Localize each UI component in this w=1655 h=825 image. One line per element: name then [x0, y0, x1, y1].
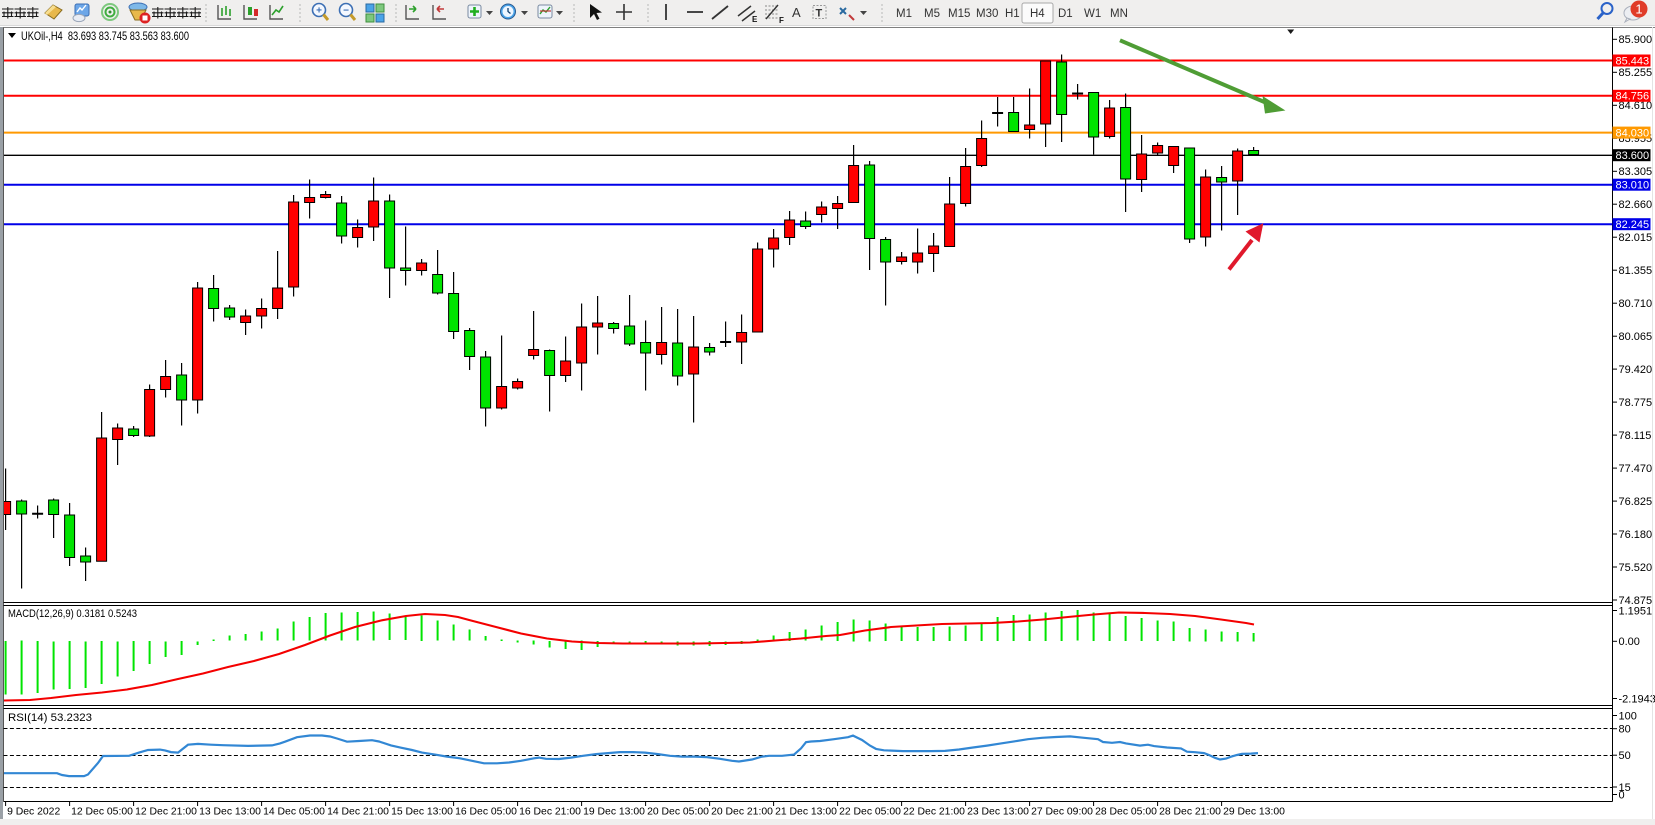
svg-text:MN: MN — [1110, 8, 1128, 20]
svg-text:-2.1943: -2.1943 — [1619, 693, 1655, 705]
svg-text:−: − — [343, 6, 349, 17]
svg-text:74.875: 74.875 — [1619, 595, 1653, 607]
svg-text:20 Dec 05:00: 20 Dec 05:00 — [647, 807, 709, 818]
svg-text:M30: M30 — [976, 8, 998, 20]
svg-text:15: 15 — [1619, 782, 1631, 794]
svg-text:50: 50 — [1619, 750, 1631, 762]
svg-text:14 Dec 05:00: 14 Dec 05:00 — [263, 807, 325, 818]
svg-text:H4: H4 — [1030, 8, 1045, 20]
svg-text:84.756: 84.756 — [1616, 91, 1650, 103]
svg-text:MACD(12,26,9) 0.3181 0.5243: MACD(12,26,9) 0.3181 0.5243 — [8, 608, 137, 620]
svg-text:84.610: 84.610 — [1619, 100, 1653, 112]
svg-text:80.065: 80.065 — [1619, 331, 1653, 343]
svg-text:1: 1 — [1635, 2, 1642, 17]
svg-text:83.010: 83.010 — [1616, 180, 1650, 192]
svg-text:UKOil-,H4 83.693 83.745 83.56: UKOil-,H4 83.693 83.745 83.563 83.600 — [21, 29, 189, 43]
svg-text:W1: W1 — [1084, 8, 1101, 20]
svg-text:27 Dec 09:00: 27 Dec 09:00 — [1031, 807, 1093, 818]
svg-text:0.00: 0.00 — [1619, 636, 1640, 648]
svg-text:T: T — [816, 8, 823, 20]
svg-text:85.900: 85.900 — [1619, 34, 1653, 46]
svg-text:16 Dec 05:00: 16 Dec 05:00 — [455, 807, 517, 818]
svg-text:14 Dec 21:00: 14 Dec 21:00 — [327, 807, 389, 818]
svg-text:29 Dec 13:00: 29 Dec 13:00 — [1223, 807, 1285, 818]
svg-text:H1: H1 — [1005, 8, 1020, 20]
svg-text:0: 0 — [1619, 789, 1625, 801]
svg-text:80: 80 — [1619, 724, 1631, 736]
svg-text:84.030: 84.030 — [1616, 127, 1650, 139]
svg-text:78.115: 78.115 — [1619, 430, 1652, 442]
svg-text:77.470: 77.470 — [1619, 463, 1653, 475]
svg-text:RSI(14) 53.2323: RSI(14) 53.2323 — [8, 712, 92, 724]
svg-text:23 Dec 13:00: 23 Dec 13:00 — [967, 807, 1029, 818]
svg-text:76.180: 76.180 — [1619, 529, 1653, 541]
svg-text:15 Dec 13:00: 15 Dec 13:00 — [391, 807, 453, 818]
svg-text:85.443: 85.443 — [1616, 55, 1650, 67]
svg-text:82.245: 82.245 — [1616, 219, 1650, 231]
svg-text:F: F — [779, 16, 784, 25]
svg-text:16 Dec 21:00: 16 Dec 21:00 — [519, 807, 581, 818]
svg-text:12 Dec 05:00: 12 Dec 05:00 — [71, 807, 133, 818]
svg-text:82.660: 82.660 — [1619, 199, 1653, 211]
svg-text:21 Dec 13:00: 21 Dec 13:00 — [775, 807, 837, 818]
svg-text:83.305: 83.305 — [1619, 166, 1653, 178]
svg-text:83.600: 83.600 — [1616, 150, 1650, 162]
svg-text:20 Dec 21:00: 20 Dec 21:00 — [711, 807, 773, 818]
svg-text:79.420: 79.420 — [1619, 364, 1653, 376]
svg-text:9 Dec 2022: 9 Dec 2022 — [7, 807, 60, 818]
svg-text:82.015: 82.015 — [1619, 232, 1653, 244]
svg-text:78.775: 78.775 — [1619, 397, 1653, 409]
svg-text:D1: D1 — [1058, 8, 1073, 20]
svg-text:13 Dec 13:00: 13 Dec 13:00 — [199, 807, 261, 818]
svg-text:A: A — [792, 5, 801, 20]
svg-text:85.255: 85.255 — [1619, 67, 1653, 79]
svg-text:12 Dec 21:00: 12 Dec 21:00 — [135, 807, 197, 818]
svg-text:22 Dec 21:00: 22 Dec 21:00 — [903, 807, 965, 818]
svg-text:M1: M1 — [896, 8, 912, 20]
svg-text:M15: M15 — [948, 8, 970, 20]
svg-text:80.710: 80.710 — [1619, 298, 1653, 310]
svg-text:22 Dec 05:00: 22 Dec 05:00 — [839, 807, 901, 818]
svg-text:28 Dec 21:00: 28 Dec 21:00 — [1159, 807, 1221, 818]
svg-text:M5: M5 — [924, 8, 940, 20]
svg-text:1.1951: 1.1951 — [1619, 605, 1653, 617]
svg-text:28 Dec 05:00: 28 Dec 05:00 — [1095, 807, 1157, 818]
svg-text:75.520: 75.520 — [1619, 562, 1653, 574]
svg-text:19 Dec 13:00: 19 Dec 13:00 — [583, 807, 645, 818]
svg-text:E: E — [752, 15, 758, 24]
svg-text:76.825: 76.825 — [1619, 496, 1653, 508]
svg-text:100: 100 — [1619, 710, 1637, 722]
svg-text:81.355: 81.355 — [1619, 265, 1653, 277]
svg-text:+: + — [316, 6, 322, 17]
